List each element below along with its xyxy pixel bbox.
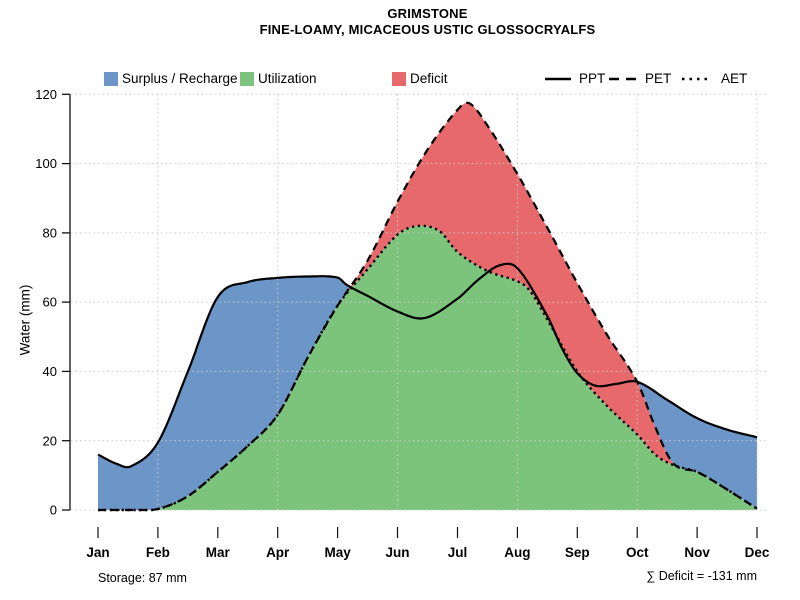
ppt-curve	[97, 262, 758, 469]
storage-annotation: Storage: 87 mm	[98, 571, 187, 585]
y-tick-label: 60	[43, 295, 57, 310]
month-label: Jul	[448, 545, 468, 560]
y-axis: 0 20 40 60 80 100 120	[35, 87, 71, 518]
surplus-legend-label: Surplus / Recharge	[122, 71, 238, 86]
month-label: Jun	[385, 545, 409, 560]
y-tick-label: 100	[35, 156, 57, 171]
deficit-area	[98, 102, 757, 511]
pet-line-sample-icon	[609, 77, 637, 81]
deficit-legend-label: Deficit	[410, 71, 448, 86]
month-label: May	[324, 545, 351, 560]
month-label: Oct	[626, 545, 649, 560]
surplus-swatch	[104, 72, 118, 86]
month-label: Nov	[684, 545, 710, 560]
aet-line-sample-icon	[682, 77, 712, 81]
x-axis: Jan Feb Mar Apr May Jun Jul Aug Sep Oct Nov Dec	[86, 527, 770, 560]
deficit-swatch	[392, 72, 406, 86]
y-tick-label: 40	[43, 364, 57, 379]
aet-legend-label: AET	[721, 71, 748, 86]
pet-curve	[98, 101, 758, 512]
y-tick-label: 80	[43, 225, 57, 240]
utilization-swatch	[240, 72, 254, 86]
utilization-legend-label: Utilization	[258, 71, 317, 86]
fill-areas	[98, 102, 757, 511]
y-tick-label: 0	[50, 503, 57, 518]
gridlines	[71, 93, 768, 511]
ppt-line-sample-icon	[545, 77, 571, 81]
month-label: Sep	[565, 545, 590, 560]
deficit-sum-annotation: ∑ Deficit = -131 mm	[646, 569, 757, 583]
utilization-area	[98, 225, 757, 511]
month-label: Aug	[504, 545, 530, 560]
month-label: Feb	[146, 545, 170, 560]
month-label: Dec	[745, 545, 770, 560]
curves	[97, 101, 758, 512]
chart-title: GRIMSTONE	[387, 6, 468, 21]
aet-curve	[98, 224, 758, 512]
surplus-area	[98, 102, 757, 511]
pet-legend-label: PET	[645, 71, 672, 86]
y-tick-label: 120	[35, 87, 57, 102]
y-axis-title: Water (mm)	[17, 284, 33, 356]
month-label: Apr	[266, 545, 290, 560]
y-tick-label: 20	[43, 433, 57, 448]
ppt-legend-label: PPT	[579, 71, 606, 86]
month-label: Jan	[86, 545, 109, 560]
chart-subtitle: FINE-LOAMY, MICACEOUS USTIC GLOSSOCRYALF…	[259, 22, 596, 37]
month-label: Mar	[206, 545, 231, 560]
